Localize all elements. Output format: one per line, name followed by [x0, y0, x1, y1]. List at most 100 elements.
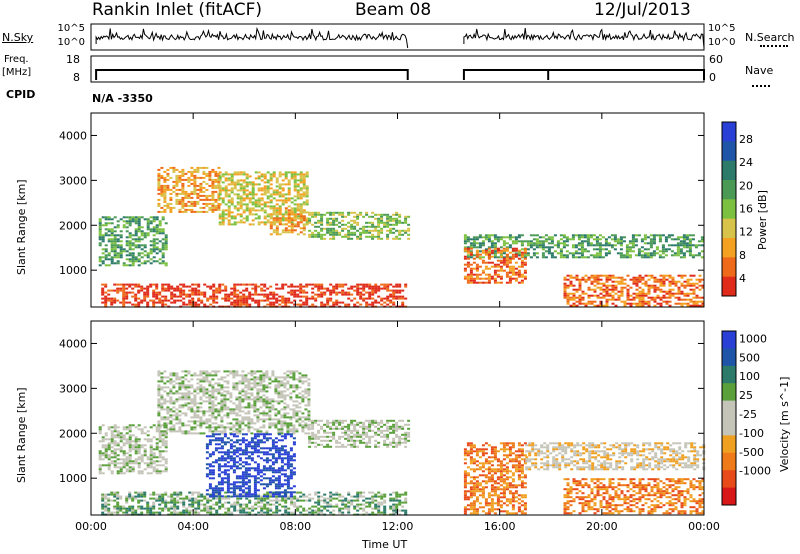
cell-1-1 [164, 468, 168, 471]
cell-1-1 [125, 460, 129, 463]
cell-0-8 [581, 292, 585, 295]
cell-1-0 [290, 503, 294, 506]
cell-1-2 [172, 418, 176, 421]
cell-1-1 [116, 458, 120, 461]
cell-0-1 [113, 248, 117, 251]
cell-1-2 [226, 416, 230, 419]
cell-1-2 [232, 372, 236, 375]
cell-1-1 [107, 458, 111, 461]
cell-0-0 [389, 299, 393, 302]
cell-1-1 [125, 464, 129, 467]
cell-0-3 [221, 199, 225, 202]
cell-0-0 [113, 299, 117, 302]
cell-0-5 [395, 229, 399, 232]
cell-0-3 [233, 183, 237, 186]
cell-0-3 [239, 189, 243, 192]
cell-0-7 [484, 265, 488, 268]
cell-1-2 [229, 412, 233, 415]
cell-0-2 [196, 166, 200, 169]
cell-1-2 [169, 380, 173, 383]
cell-1-0 [398, 495, 402, 498]
cell-1-2 [175, 400, 179, 403]
cell-0-6 [670, 254, 674, 257]
cell-1-2 [202, 432, 206, 435]
cell-1-0 [185, 497, 189, 500]
cell-1-1 [149, 452, 153, 455]
cell-1-2 [220, 402, 224, 405]
cell-0-0 [350, 299, 354, 302]
cell-0-0 [263, 295, 267, 298]
cell-1-0 [383, 493, 387, 496]
cell-0-0 [245, 303, 249, 306]
cell-1-0 [293, 503, 297, 506]
cell-1-2 [271, 370, 275, 373]
cell-0-8 [578, 284, 582, 287]
cell-0-6 [523, 254, 527, 257]
cell-0-0 [365, 283, 369, 286]
cell-0-8 [698, 296, 702, 299]
cell-0-1 [107, 252, 111, 255]
cell-0-6 [676, 248, 680, 251]
cell-0-8 [656, 286, 660, 289]
cell-1-0 [263, 507, 267, 510]
cell-0-3 [254, 193, 258, 196]
cell-0-3 [221, 209, 225, 212]
cell-1-0 [260, 499, 264, 502]
cell-0-6 [493, 254, 497, 257]
cell-0-3 [254, 217, 258, 220]
cell-0-1 [101, 224, 105, 227]
cell-1-1 [143, 448, 147, 451]
cell-0-2 [214, 174, 218, 177]
cell-0-0 [224, 289, 228, 292]
cell-1-1 [122, 444, 126, 447]
cell-0-3 [260, 197, 264, 200]
cell-0-4 [284, 229, 288, 232]
cell-0-6 [673, 252, 677, 255]
cell-1-0 [329, 505, 333, 508]
cell-0-7 [502, 263, 506, 266]
cell-1-0 [107, 503, 111, 506]
cell-0-8 [692, 302, 696, 305]
cell-1-2 [172, 400, 176, 403]
cell-0-7 [490, 255, 494, 258]
cell-0-2 [208, 206, 212, 209]
cell-0-1 [113, 216, 117, 219]
cell-0-3 [272, 211, 276, 214]
cell-0-7 [517, 271, 521, 274]
freq-trace-0 [95, 69, 409, 80]
cell-0-8 [605, 290, 609, 293]
cell-0-3 [284, 175, 288, 178]
cell-0-0 [170, 293, 174, 296]
cell-0-8 [698, 274, 702, 277]
cell-0-0 [290, 285, 294, 288]
cell-1-2 [190, 408, 194, 411]
cell-1-2 [160, 416, 164, 419]
cell-0-6 [493, 244, 497, 247]
cell-0-0 [161, 299, 165, 302]
cell-1-0 [278, 499, 282, 502]
cell-0-8 [647, 286, 651, 289]
cell-0-0 [398, 283, 402, 286]
cell-1-0 [131, 495, 135, 498]
cell-1-2 [205, 422, 209, 425]
cell-1-0 [245, 491, 249, 494]
cell-1-0 [128, 509, 132, 512]
cell-1-0 [395, 503, 399, 506]
cell-0-6 [583, 256, 587, 259]
cell-0-3 [218, 171, 222, 174]
cell-0-0 [359, 293, 363, 296]
cell-0-8 [566, 298, 570, 301]
cell-0-3 [284, 197, 288, 200]
cell-0-0 [110, 301, 114, 304]
cell-0-0 [320, 287, 324, 290]
cell-1-0 [269, 509, 273, 512]
cell-1-0 [143, 491, 147, 494]
cell-1-2 [202, 376, 206, 379]
cell-0-4 [293, 215, 297, 218]
cell-0-1 [158, 228, 162, 231]
cell-1-0 [338, 493, 342, 496]
cell-0-6 [658, 256, 662, 259]
cell-0-7 [520, 259, 524, 262]
cell-0-0 [317, 293, 321, 296]
cell-1-0 [116, 511, 120, 514]
